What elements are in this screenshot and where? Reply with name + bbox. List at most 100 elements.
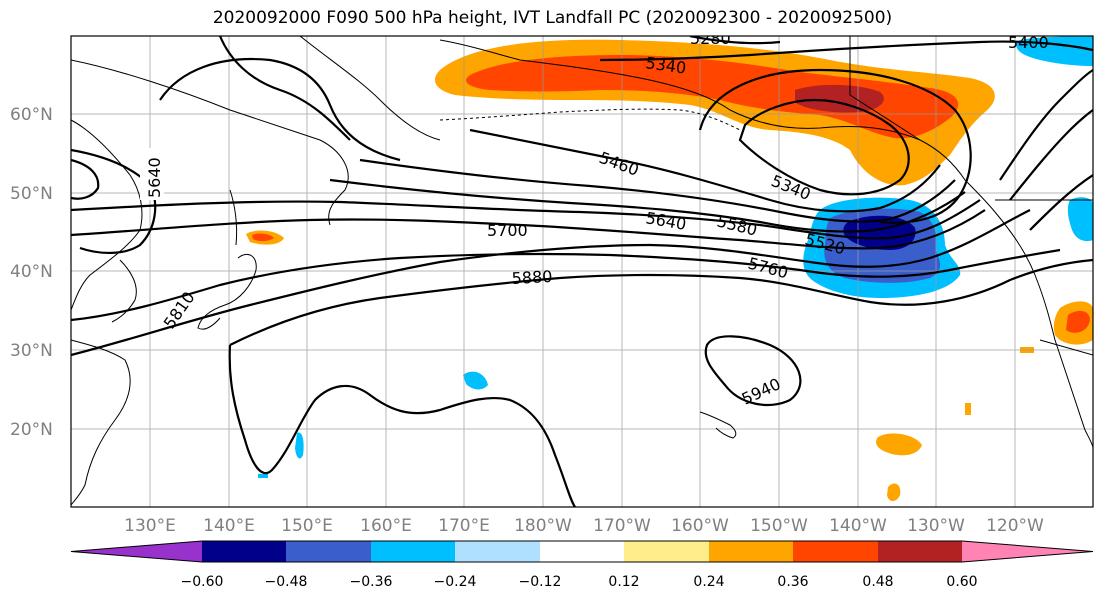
colorbar-segments — [70, 540, 1094, 563]
lon-label-140w: 140°W — [829, 516, 887, 536]
colorbar-segment — [793, 541, 878, 562]
colorbar-outline — [70, 540, 1094, 563]
lat-label-20n: 20°N — [10, 420, 53, 440]
contour-5940 — [704, 335, 802, 407]
contour-5700 — [71, 209, 986, 250]
contour-5880-loop — [228, 344, 576, 507]
contour-5400 — [698, 68, 972, 224]
contour-label-5400: 5400 — [1008, 33, 1049, 52]
lon-label-150w: 150°W — [750, 516, 808, 536]
contour-east-2 — [1009, 109, 1093, 201]
ivt-negative-bc — [1067, 197, 1093, 242]
ivt-positive-alaska-darkred — [795, 84, 884, 113]
contour-5820 — [71, 248, 1061, 322]
lat-label-50n: 50°N — [10, 184, 53, 204]
coast-bc — [994, 211, 1093, 449]
map-frame — [70, 35, 1094, 508]
coast-hawaii — [699, 411, 737, 439]
contour-5580-west — [71, 158, 100, 200]
coast-korea — [111, 259, 137, 323]
coast-kamchatka — [71, 59, 349, 226]
contour-east-3 — [1029, 174, 1093, 231]
lon-label-130e: 130°E — [124, 516, 176, 536]
ivt-negative-west-pac — [295, 432, 304, 459]
colorbar-segment — [709, 541, 793, 562]
ivt-negative-small — [258, 474, 268, 478]
colorbar-segment — [455, 541, 540, 562]
colorbar-segment — [202, 541, 286, 562]
lon-label-180w: 180°W — [514, 516, 572, 536]
latitude-labels: 60°N 50°N 40°N 30°N 20°N — [10, 105, 53, 440]
colorbar-segment — [878, 541, 962, 562]
coast-siberia-arc — [299, 36, 441, 141]
lon-label-170w: 170°W — [593, 516, 651, 536]
graticule — [71, 36, 1093, 507]
colorbar-segment — [286, 541, 371, 562]
contour-labels: 5640 5460 5340 5700 5640 5580 5520 5760 … — [140, 29, 1049, 409]
ivt-positive-small-1 — [887, 483, 901, 502]
lon-label-160e: 160°E — [360, 516, 412, 536]
colorbar-tick-012: 0.12 — [608, 574, 639, 590]
colorbar-tick-024: 0.24 — [693, 574, 724, 590]
lon-label-120w: 120°W — [986, 516, 1044, 536]
contour-5760 — [71, 209, 1031, 357]
contour-5340-north — [599, 40, 1093, 62]
ivt-negative-central-pac — [463, 371, 488, 390]
lat-label-40n: 40°N — [10, 262, 53, 282]
contour-east-1 — [999, 69, 1093, 181]
lat-label-60n: 60°N — [10, 105, 53, 125]
contour-5280 — [689, 36, 781, 45]
contour-label-5640-west: 5640 — [145, 157, 164, 198]
ivt-positive-alaska-red — [466, 55, 959, 139]
colorbar-segment — [371, 541, 455, 562]
border-alaska-canada — [849, 36, 921, 141]
longitude-labels: 130°E 140°E 150°E 160°E 170°E 180°W 170°… — [124, 516, 1044, 536]
colorbar-segment — [624, 541, 709, 562]
colorbar-tick-neg012: −0.12 — [519, 574, 562, 590]
colorbar-tick-neg024: −0.24 — [434, 574, 477, 590]
colorbar-tick-036: 0.36 — [777, 574, 808, 590]
lon-label-170e: 170°E — [438, 516, 490, 536]
ivt-positive-japan-core — [252, 233, 274, 242]
colorbar-segment — [540, 541, 624, 562]
ivt-positive-california-core — [1066, 310, 1090, 333]
contour-5340 — [738, 98, 910, 196]
map-title: 2020092000 F090 500 hPa height, IVT Land… — [212, 8, 893, 28]
colorbar-tick-neg060: −0.60 — [181, 574, 224, 590]
contour-5460 — [469, 128, 941, 213]
contour-5640-west — [71, 148, 157, 255]
colorbar-tick-048: 0.48 — [862, 574, 893, 590]
contour-5520 — [359, 158, 956, 223]
coast-china — [71, 339, 131, 506]
contour-5580 — [329, 178, 966, 233]
lon-label-150e: 150°E — [281, 516, 333, 536]
coast-sakhalin — [229, 189, 238, 246]
colorbar: −0.60 −0.48 −0.36 −0.24 −0.12 0.12 0.24 … — [70, 540, 1094, 590]
colorbar-tick-neg036: −0.36 — [350, 574, 393, 590]
lon-label-140e: 140°E — [203, 516, 255, 536]
lon-label-130w: 130°W — [907, 516, 965, 536]
colorbar-segment — [962, 541, 1093, 562]
contour-label-5700: 5700 — [487, 221, 528, 240]
ivt-positive-small-3 — [965, 403, 971, 415]
contour-ridge-north-2 — [218, 36, 351, 141]
lon-label-160w: 160°W — [671, 516, 729, 536]
colorbar-tick-neg048: −0.48 — [265, 574, 308, 590]
colorbar-ticks: −0.60 −0.48 −0.36 −0.24 −0.12 0.12 0.24 … — [181, 574, 978, 590]
lat-label-30n: 30°N — [10, 341, 53, 361]
colorbar-tick-060: 0.60 — [946, 574, 977, 590]
contour-label-5280: 5280 — [690, 29, 731, 48]
ivt-shading — [246, 36, 1093, 502]
ivt-negative-nw-canada — [1016, 36, 1093, 66]
contour-ridge-north — [159, 58, 401, 162]
border-us-mexico — [1039, 339, 1093, 356]
coast-japan — [197, 254, 257, 330]
contour-label-bg-1 — [140, 148, 164, 200]
contour-5880-south — [229, 258, 1093, 346]
contour-5640 — [71, 199, 981, 240]
height-contours — [71, 36, 1093, 507]
ivt-positive-hawaii-east — [876, 433, 922, 456]
contour-label-5880: 5880 — [511, 267, 553, 288]
colorbar-segment — [71, 541, 202, 562]
